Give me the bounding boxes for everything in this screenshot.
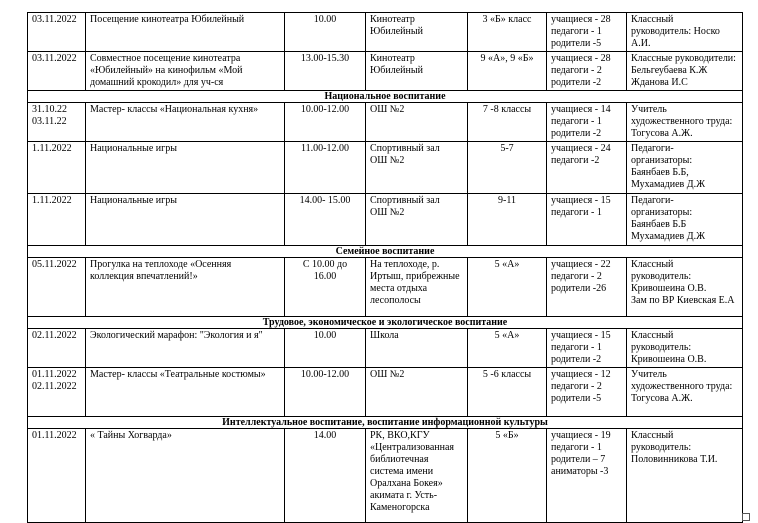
- table-row: 03.11.2022 Посещение кинотеатра Юбилейны…: [27, 12, 743, 52]
- cell-time: 10.00-12.00: [284, 367, 366, 417]
- cell-place: На теплоходе, р. Иртыш, прибрежные места…: [365, 257, 468, 317]
- cell-responsible: Классный руководитель: Кривошеина О.В. З…: [626, 257, 743, 317]
- cell-date: 05.11.2022: [27, 257, 86, 317]
- cell-class: 7 -8 классы: [467, 102, 547, 142]
- cell-time: 14.00- 15.00: [284, 193, 366, 246]
- cell-participants: учащиеся - 28 педагоги - 1 родители -5: [546, 12, 627, 52]
- cell-participants: учащиеся - 19 педагоги - 1 родители – 7 …: [546, 428, 627, 523]
- cell-participants: учащиеся - 14 педагоги - 1 родители -2: [546, 102, 627, 142]
- cell-date: 31.10.22 03.11.22: [27, 102, 86, 142]
- cell-place: Кинотеатр Юбилейный: [365, 51, 468, 91]
- section-title: Национальное воспитание: [27, 90, 743, 103]
- cell-responsible: Классные руководители: Бельгеубаева К.Ж …: [626, 51, 743, 91]
- cell-time: 10.00: [284, 328, 366, 368]
- section-header-row: Трудовое, экономическое и экологическое …: [27, 316, 743, 329]
- table-row: 01.11.2022 « Тайны Хогварда» 14.00 РК, ВКО,…: [27, 428, 743, 523]
- cell-responsible: Классный руководитель: Носко А.И.: [626, 12, 743, 52]
- table-row: 1.11.2022 Национальные игры 14.00- 15.00 Сп…: [27, 193, 743, 246]
- table-row: 01.11.2022 02.11.2022 Мастер- классы «Теа…: [27, 367, 743, 417]
- cell-class: 5 «Б»: [467, 428, 547, 523]
- cell-event: Национальные игры: [85, 141, 285, 194]
- cell-event: Мастер- классы «Театральные костюмы»: [85, 367, 285, 417]
- cell-time: 10.00: [284, 12, 366, 52]
- cell-responsible: Учитель художественного труда: Тогусова …: [626, 102, 743, 142]
- cell-class: 9 «А», 9 «Б»: [467, 51, 547, 91]
- cell-place: Спортивный зал ОШ №2: [365, 141, 468, 194]
- cell-event: Посещение кинотеатра Юбилейный: [85, 12, 285, 52]
- cell-participants: учащиеся - 15 педагоги - 1: [546, 193, 627, 246]
- cell-class: 5 -6 классы: [467, 367, 547, 417]
- cell-event: Экологический марафон: "Экология и я": [85, 328, 285, 368]
- cell-participants: учащиеся - 22 педагоги - 2 родители -26: [546, 257, 627, 317]
- cell-responsible: Учитель художественного труда: Тогусова …: [626, 367, 743, 417]
- cell-class: 5 «А»: [467, 328, 547, 368]
- cell-time: С 10.00 до 16.00: [284, 257, 366, 317]
- cell-responsible: Классный руководитель: Половинникова Т.И…: [626, 428, 743, 523]
- section-title: Интеллектуальное воспитание, воспитание …: [27, 416, 743, 429]
- table-row: 02.11.2022 Экологический марафон: "Эколог…: [27, 328, 743, 368]
- cell-event: Совместное посещение кинотеатра «Юбилейн…: [85, 51, 285, 91]
- cell-date: 01.11.2022: [27, 428, 86, 523]
- cell-event: Прогулка на теплоходе «Осенняя коллекция…: [85, 257, 285, 317]
- cell-participants: учащиеся - 12 педагоги - 2 родители -5: [546, 367, 627, 417]
- cell-place: РК, ВКО,КГУ «Централизованная библиотечн…: [365, 428, 468, 523]
- cell-place: ОШ №2: [365, 367, 468, 417]
- cell-class: 5-7: [467, 141, 547, 194]
- cell-participants: учащиеся - 28 педагоги - 2 родители -2: [546, 51, 627, 91]
- cell-place: Спортивный зал ОШ №2: [365, 193, 468, 246]
- cell-event: « Тайны Хогварда»: [85, 428, 285, 523]
- cell-class: 9-11: [467, 193, 547, 246]
- events-table: 03.11.2022 Посещение кинотеатра Юбилейны…: [27, 12, 743, 523]
- section-header-row: Национальное воспитание: [27, 90, 743, 103]
- cell-date: 02.11.2022: [27, 328, 86, 368]
- cell-date: 1.11.2022: [27, 193, 86, 246]
- cell-responsible: Классный руководитель: Кривошеина О.В.: [626, 328, 743, 368]
- cell-date: 01.11.2022 02.11.2022: [27, 367, 86, 417]
- table-row: 31.10.22 03.11.22 Мастер- классы «Национа…: [27, 102, 743, 142]
- cell-time: 11.00-12.00: [284, 141, 366, 194]
- cell-class: 5 «А»: [467, 257, 547, 317]
- cell-participants: учащиеся - 15 педагоги - 1 родители -2: [546, 328, 627, 368]
- cell-place: Школа: [365, 328, 468, 368]
- section-header-row: Интеллектуальное воспитание, воспитание …: [27, 416, 743, 429]
- cell-place: Кинотеатр Юбилейный: [365, 12, 468, 52]
- cell-responsible: Педагоги- организаторы: Баянбаев Б.Б, Му…: [626, 141, 743, 194]
- cell-class: 3 «Б» класс: [467, 12, 547, 52]
- cell-date: 1.11.2022: [27, 141, 86, 194]
- table-row: 03.11.2022 Совместное посещение кинотеатр…: [27, 51, 743, 91]
- table-row: 05.11.2022 Прогулка на теплоходе «Осенняя…: [27, 257, 743, 317]
- table-row: 1.11.2022 Национальные игры 11.00-12.00 Спо…: [27, 141, 743, 194]
- cell-event: Мастер- классы «Национальная кухня»: [85, 102, 285, 142]
- cell-participants: учащиеся - 24 педагоги -2: [546, 141, 627, 194]
- cell-date: 03.11.2022: [27, 12, 86, 52]
- cell-time: 10.00-12.00: [284, 102, 366, 142]
- section-title: Семейное воспитание: [27, 245, 743, 258]
- section-header-row: Семейное воспитание: [27, 245, 743, 258]
- cell-event: Национальные игры: [85, 193, 285, 246]
- cell-time: 14.00: [284, 428, 366, 523]
- cell-responsible: Педагоги- организаторы: Баянбаев Б.Б Мух…: [626, 193, 743, 246]
- cell-place: ОШ №2: [365, 102, 468, 142]
- cell-time: 13.00-15.30: [284, 51, 366, 91]
- cell-date: 03.11.2022: [27, 51, 86, 91]
- section-title: Трудовое, экономическое и экологическое …: [27, 316, 743, 329]
